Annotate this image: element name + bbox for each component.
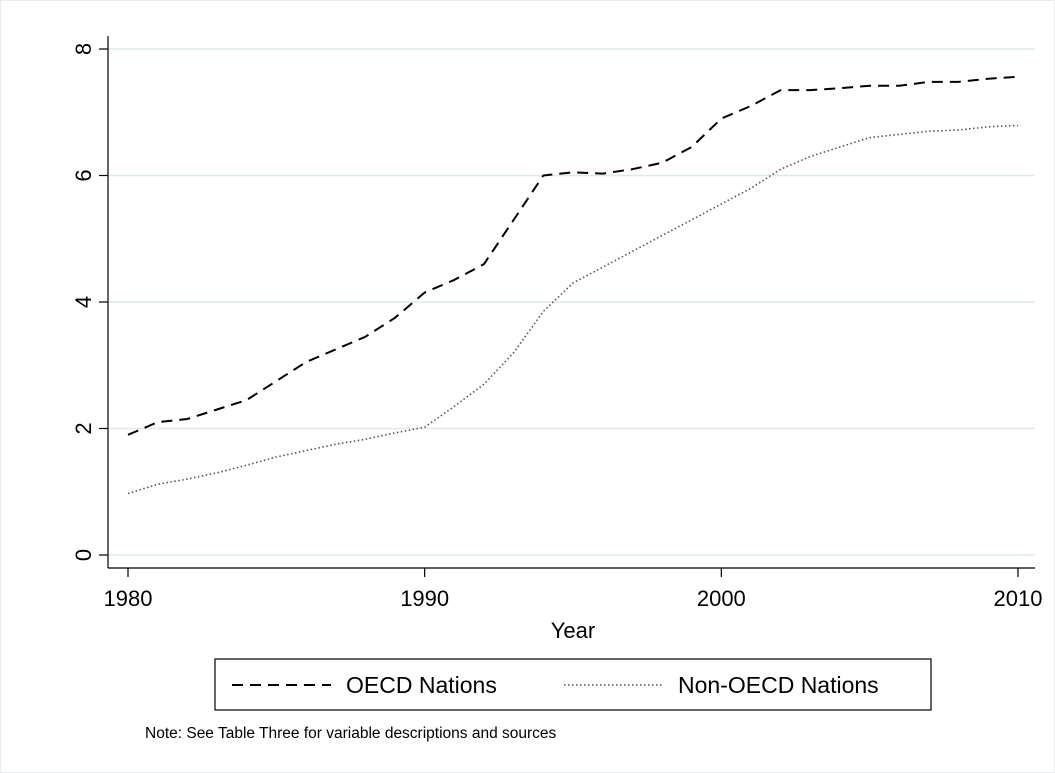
- x-tick-label-2000: 2000: [697, 586, 746, 611]
- y-tick-label-6: 6: [71, 169, 96, 181]
- chart-note: Note: See Table Three for variable descr…: [145, 725, 557, 742]
- x-tick-label-2010: 2010: [994, 586, 1043, 611]
- x-tick-label-1980: 1980: [104, 586, 153, 611]
- series-line-non-oecd: [127, 124, 1019, 495]
- y-tick-label-0: 0: [71, 549, 96, 561]
- x-ticks: 1980 1990 2000 2010: [104, 568, 1043, 611]
- legend: OECD Nations Non-OECD Nations: [214, 658, 932, 711]
- series-line-oecd: [127, 75, 1019, 436]
- series-layer: [127, 75, 1019, 495]
- legend-label-oecd: OECD Nations: [346, 672, 497, 698]
- y-tick-label-2: 2: [71, 422, 96, 434]
- y-tick-label-4: 4: [71, 296, 96, 308]
- y-ticks: 0 2 4 6 8: [71, 43, 108, 561]
- x-tick-label-1990: 1990: [400, 586, 449, 611]
- legend-label-non-oecd: Non-OECD Nations: [678, 672, 879, 698]
- y-tick-label-8: 8: [71, 43, 96, 55]
- x-axis-title: Year: [551, 618, 595, 643]
- gridlines: [109, 48, 1035, 556]
